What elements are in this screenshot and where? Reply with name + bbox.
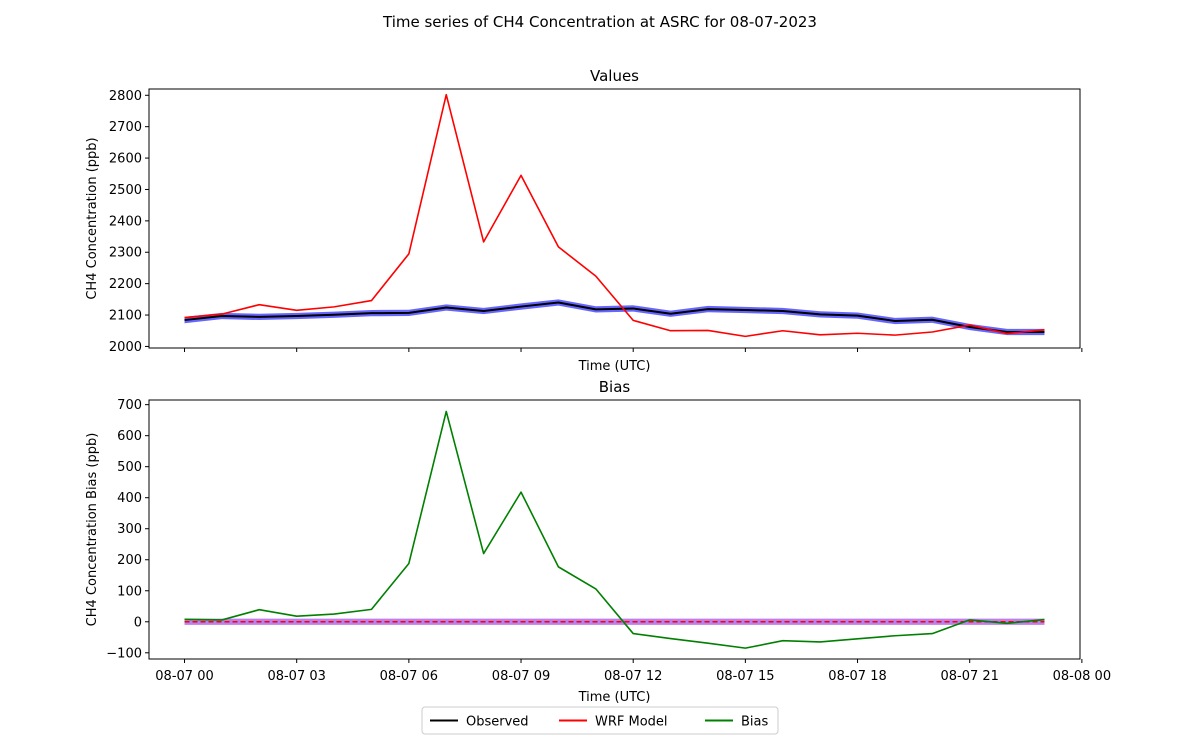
series-line-bias [184,410,1045,649]
legend-label: WRF Model [595,715,668,730]
y-tick-label: 2100 [109,309,142,324]
x-tick-label: 08-07 15 [716,669,774,684]
x-tick-label: 08-07 12 [604,669,662,684]
plot-area [184,410,1045,649]
y-axis-label: CH4 Concentration (ppb) [85,137,100,299]
axes-frame [148,88,1081,349]
legend-box [421,706,779,735]
bias-panel: −100 0 100 200 300 400 500 600 700 08-07 00 08-07 … [85,378,1111,705]
legend: Observed WRF Model Bias [421,706,779,735]
legend-label: Observed [466,715,529,730]
values-panel: 2000 2100 2200 2300 2400 2500 2600 2700 2800 Valu… [85,67,1083,374]
y-tick-label: 2400 [109,214,142,229]
y-tick-label: 0 [134,615,142,630]
x-tick-label: 08-07 00 [155,669,213,684]
y-tick-label: 2200 [109,277,142,292]
x-tick-label: 08-07 09 [492,669,550,684]
y-tick-label: 2600 [109,152,142,167]
x-axis-label: Time (UTC) [578,690,651,705]
y-tick-label: 200 [117,553,142,568]
y-tick-label: 2800 [109,89,142,104]
x-tick-label: 08-07 18 [828,669,886,684]
y-tick-label: 2700 [109,120,142,135]
x-tick-label: 08-07 03 [267,669,325,684]
uncertainty-band [184,618,1045,625]
y-tick-label: 300 [117,522,142,537]
y-axis-label: CH4 Concentration Bias (ppb) [85,433,100,627]
figure-title: Time series of CH4 Concentration at ASRC… [382,13,817,31]
legend-label: Bias [741,715,768,730]
axes-title: Values [590,67,639,85]
y-tick-label: 100 [117,584,142,599]
y-tick-label: 2500 [109,183,142,198]
y-tick-label: −100 [106,646,142,661]
plot-area [184,93,1045,338]
series-line-wrf-model [184,93,1045,338]
uncertainty-band [184,299,1045,336]
x-tick-label: 08-07 21 [940,669,998,684]
y-tick-label: 400 [117,491,142,506]
axes-title: Bias [599,378,631,396]
y-tick-label: 2300 [109,246,142,261]
series-line-observed [184,301,1045,333]
y-tick-label: 2000 [109,340,142,355]
y-tick-label: 500 [117,460,142,475]
x-axis-label: Time (UTC) [578,359,651,374]
y-tick-label: 700 [117,398,142,413]
x-tick-label: 08-08 00 [1053,669,1111,684]
y-tick-label: 600 [117,429,142,444]
x-tick-label: 08-07 06 [380,669,438,684]
axes-frame [148,399,1081,660]
